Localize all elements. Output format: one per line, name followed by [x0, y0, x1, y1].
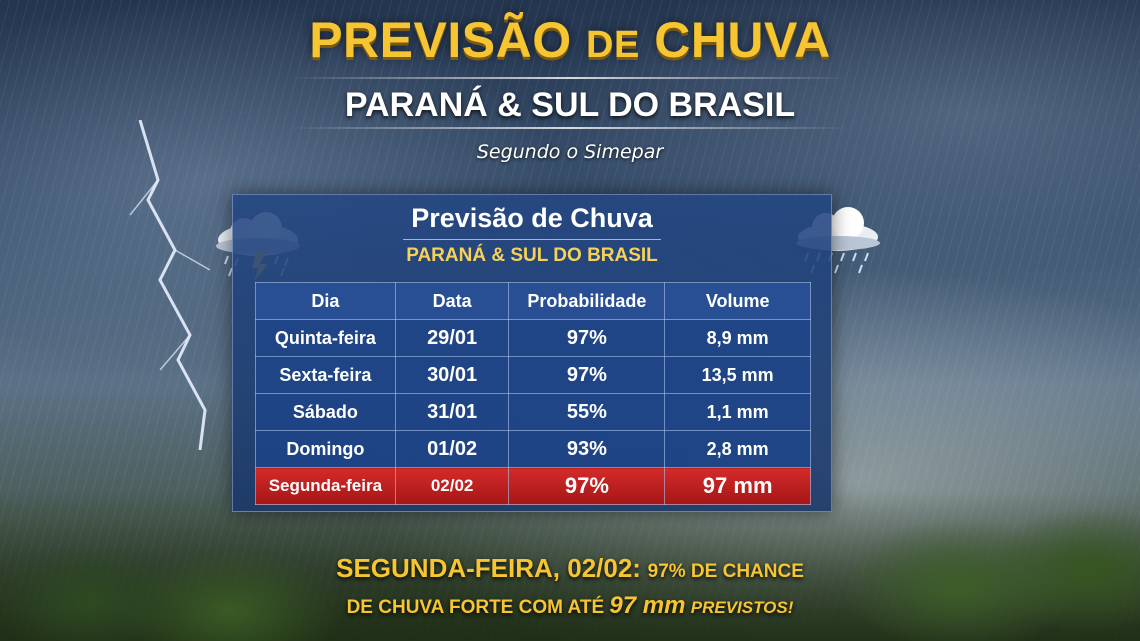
banner-date: SEGUNDA-FEIRA, 02/02:: [336, 553, 641, 583]
table-row: Quinta-feira 29/01 97% 8,9 mm: [255, 319, 811, 357]
banner-text: DE CHUVA FORTE COM ATÉ: [346, 597, 605, 618]
cell-volume: 2,8 mm: [664, 430, 811, 468]
table-row: Domingo 01/02 93% 2,8 mm: [255, 430, 811, 468]
cell-dia: Quinta-feira: [255, 319, 396, 357]
panel-subtitle: PARANÁ & SUL DO BRASIL: [406, 245, 658, 266]
banner-chance: 97% DE CHANCE: [647, 561, 804, 582]
header-probabilidade: Probabilidade: [508, 282, 666, 320]
panel-divider: [403, 239, 661, 240]
subtitle-divider: [290, 127, 850, 129]
banner-volume: 97 mm: [609, 592, 686, 619]
header-volume: Volume: [664, 282, 811, 320]
cell-volume: 97 mm: [664, 467, 811, 505]
banner-tail: PREVISTOS!: [690, 598, 794, 617]
cell-data: 01/02: [394, 430, 510, 468]
source-label: Segundo o Simepar: [476, 141, 664, 163]
cell-dia: Sábado: [255, 393, 396, 431]
title-word-1: PREVISÃO: [309, 12, 572, 68]
table-row: Sexta-feira 30/01 97% 13,5 mm: [255, 356, 811, 394]
cell-probabilidade: 55%: [508, 393, 666, 431]
cell-probabilidade: 97%: [508, 467, 666, 505]
cell-volume: 1,1 mm: [664, 393, 811, 431]
title-block: PREVISÃO DE CHUVA PARANÁ & SUL DO BRASIL…: [0, 10, 1140, 163]
forecast-panel: Previsão de Chuva PARANÁ & SUL DO BRASIL…: [232, 194, 832, 512]
subtitle: PARANÁ & SUL DO BRASIL: [344, 86, 796, 124]
cell-data: 02/02: [394, 467, 510, 505]
lightning-bolt: [129, 120, 211, 450]
cell-volume: 13,5 mm: [664, 356, 811, 394]
cell-dia: Segunda-feira: [255, 467, 396, 505]
table-header-row: Dia Data Probabilidade Volume: [255, 282, 811, 320]
cell-probabilidade: 97%: [508, 319, 666, 357]
panel-title: Previsão de Chuva: [411, 203, 653, 233]
table-row: Sábado 31/01 55% 1,1 mm: [255, 393, 811, 431]
title-word-2: DE: [586, 24, 640, 66]
bottom-banner: SEGUNDA-FEIRA, 02/02: 97% DE CHANCE DE C…: [0, 551, 1140, 625]
title-word-3: CHUVA: [654, 12, 831, 68]
cell-probabilidade: 97%: [508, 356, 666, 394]
header-dia: Dia: [255, 282, 396, 320]
cell-dia: Sexta-feira: [255, 356, 396, 394]
cell-dia: Domingo: [255, 430, 396, 468]
table-row-highlighted: Segunda-feira 02/02 97% 97 mm: [255, 467, 811, 505]
banner-line-1: SEGUNDA-FEIRA, 02/02: 97% DE CHANCE: [0, 551, 1140, 589]
cell-volume: 8,9 mm: [664, 319, 811, 357]
cell-probabilidade: 93%: [508, 430, 666, 468]
forecast-table: Dia Data Probabilidade Volume Quinta-fei…: [255, 282, 811, 505]
cell-data: 29/01: [394, 319, 510, 357]
cell-data: 31/01: [394, 393, 510, 431]
banner-line-2: DE CHUVA FORTE COM ATÉ 97 mm PREVISTOS!: [0, 589, 1140, 625]
title-divider: [290, 77, 850, 79]
treeline-background: [0, 491, 1140, 641]
main-title: PREVISÃO DE CHUVA: [0, 10, 1140, 75]
header-data: Data: [394, 282, 510, 320]
cell-data: 30/01: [394, 356, 510, 394]
